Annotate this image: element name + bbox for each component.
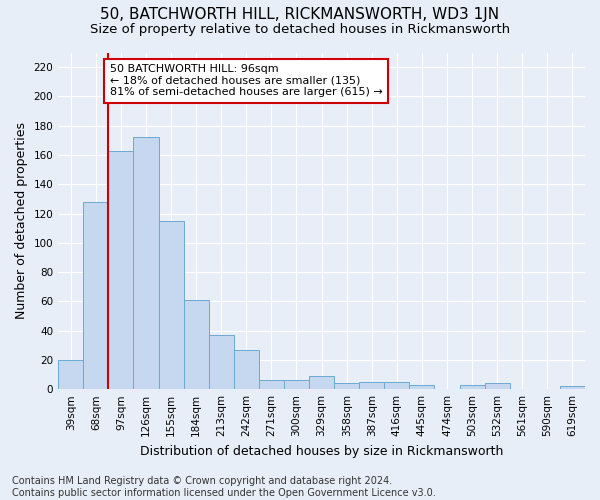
Text: Contains HM Land Registry data © Crown copyright and database right 2024.
Contai: Contains HM Land Registry data © Crown c…: [12, 476, 436, 498]
Bar: [133, 138, 158, 389]
Bar: [284, 380, 309, 389]
Bar: [460, 385, 485, 389]
Bar: [359, 382, 385, 389]
Bar: [58, 360, 83, 389]
X-axis label: Distribution of detached houses by size in Rickmansworth: Distribution of detached houses by size …: [140, 444, 503, 458]
Bar: [334, 384, 359, 389]
Bar: [409, 385, 434, 389]
Bar: [109, 150, 133, 389]
Bar: [158, 221, 184, 389]
Text: 50 BATCHWORTH HILL: 96sqm
← 18% of detached houses are smaller (135)
81% of semi: 50 BATCHWORTH HILL: 96sqm ← 18% of detac…: [110, 64, 382, 98]
Bar: [83, 202, 109, 389]
Bar: [259, 380, 284, 389]
Bar: [234, 350, 259, 389]
Bar: [385, 382, 409, 389]
Bar: [309, 376, 334, 389]
Bar: [209, 335, 234, 389]
Bar: [560, 386, 585, 389]
Text: Size of property relative to detached houses in Rickmansworth: Size of property relative to detached ho…: [90, 22, 510, 36]
Y-axis label: Number of detached properties: Number of detached properties: [15, 122, 28, 320]
Bar: [485, 384, 510, 389]
Bar: [184, 300, 209, 389]
Text: 50, BATCHWORTH HILL, RICKMANSWORTH, WD3 1JN: 50, BATCHWORTH HILL, RICKMANSWORTH, WD3 …: [100, 8, 500, 22]
